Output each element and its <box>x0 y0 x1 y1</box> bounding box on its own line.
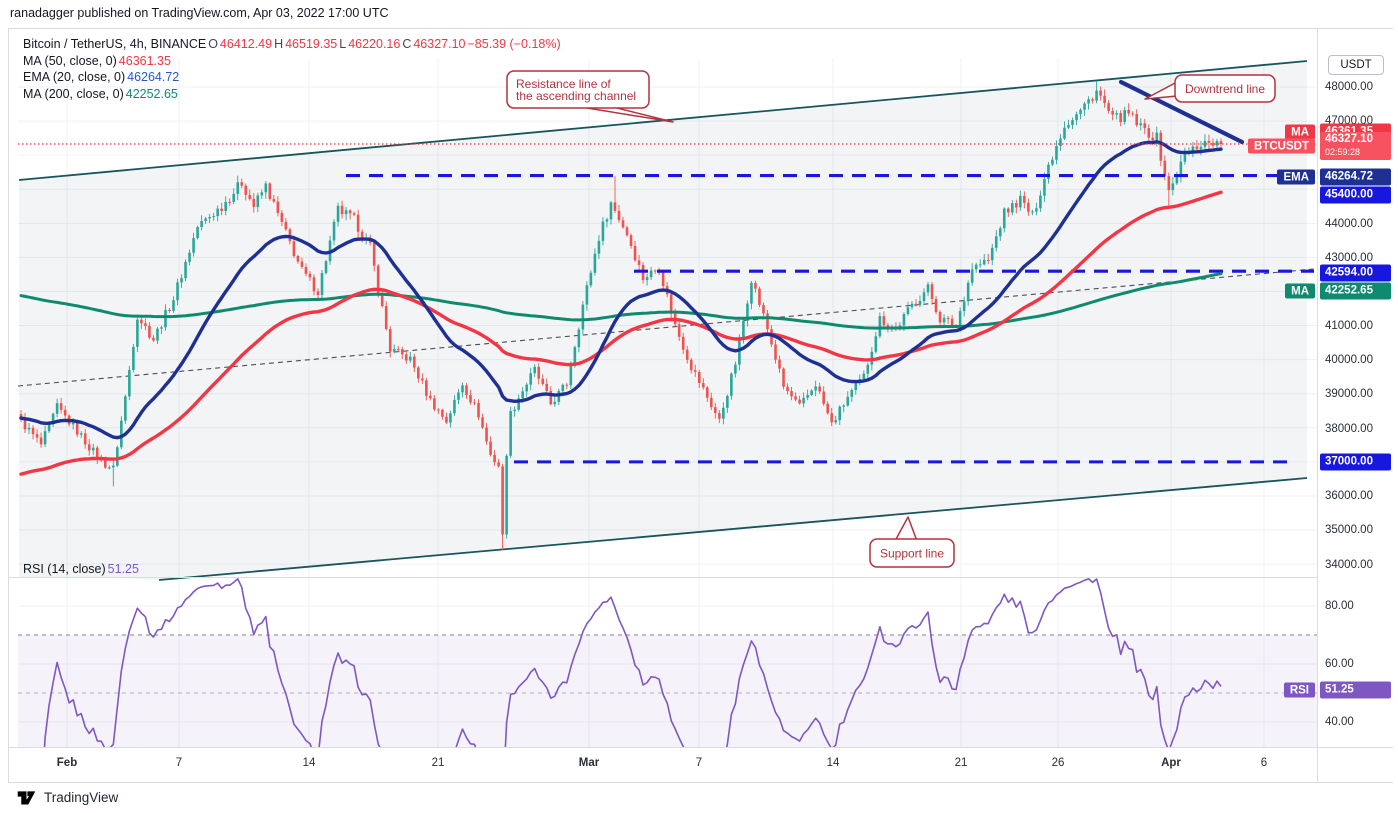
ma50-line <box>19 190 1223 476</box>
rsi-name-chip: RSI <box>1283 682 1315 698</box>
price-tick-48000.00: 48000.00 <box>1325 81 1373 93</box>
support-callout-box <box>869 538 955 568</box>
time-tick-21: 21 <box>954 757 968 769</box>
rsi-band <box>18 635 1317 747</box>
moving-average-lines <box>19 140 1223 476</box>
tradingview-footer: TradingView <box>16 786 118 808</box>
symbol-name-chip: BTCUSDT <box>1248 138 1315 154</box>
time-axis[interactable]: Feb 7 14 21 Mar 7 14 21 26 Apr 6 <box>9 747 1317 782</box>
channel-support-line <box>158 477 1308 581</box>
ema20-value-chip: 46264.72 <box>1320 168 1391 186</box>
time-tick-26: 26 <box>1051 757 1065 769</box>
tradingview-logo-icon[interactable] <box>16 787 37 808</box>
price-tick-40000.00: 40000.00 <box>1325 354 1373 366</box>
downtrend-callout-box <box>1174 74 1276 103</box>
time-tick-6: 6 <box>1260 757 1268 769</box>
ma50-name-chip: MA <box>1285 124 1315 140</box>
rsi-value-chip: 51.25 <box>1320 681 1391 699</box>
price-tick-43000.00: 43000.00 <box>1325 252 1373 264</box>
support-callout-tail <box>894 516 918 542</box>
ma200-value-chip: 42252.65 <box>1320 282 1391 300</box>
ma200-row: MA (200, close, 0) 42252.65 <box>23 86 178 101</box>
time-tick-7: 7 <box>695 757 703 769</box>
level-45400-chip: 45400.00 <box>1320 186 1391 204</box>
downtrend-callout-text: Downtrend line <box>1185 82 1265 96</box>
last-price-chip: 46327.10 02:59:28 <box>1320 132 1391 160</box>
price-tick-60.00: 60.00 <box>1325 658 1354 670</box>
price-axis[interactable]: USDT 48000.00 47000.00 44000.00 43000.00 410… <box>1317 29 1393 747</box>
channel-median-line <box>17 268 1315 387</box>
rsi-pane <box>18 578 1317 747</box>
level-42594-chip: 42594.00 <box>1320 264 1391 282</box>
ma50-row: MA (50, close, 0) 46361.35 <box>23 53 171 68</box>
price-tick-44000.00: 44000.00 <box>1325 218 1373 230</box>
publish-info: ranadagger published on TradingView.com,… <box>10 6 389 20</box>
symbol-ohlc-row: Bitcoin / TetherUS, 4h, BINANCE O 46412.49… <box>23 37 561 51</box>
time-tick-21: 21 <box>431 757 445 769</box>
horizontal-level-lines[interactable] <box>346 174 1314 464</box>
chart-widget: Resistance line of the ascending channel D… <box>8 28 1393 783</box>
resistance-callout-text: Resistance line of <box>516 77 611 91</box>
rsi-row: RSI (14, close) 51.25 <box>23 562 139 576</box>
currency-toggle-usdt[interactable]: USDT <box>1328 55 1384 75</box>
time-tick-mar: Mar <box>578 757 600 769</box>
time-tick-7: 7 <box>175 757 183 769</box>
rsi-legend: RSI (14, close) 51.25 <box>23 561 141 578</box>
resistance-callout-box <box>506 70 650 109</box>
time-axis-corner <box>1317 747 1393 782</box>
price-tick-36000.00: 36000.00 <box>1325 490 1373 502</box>
candlestick-series <box>19 80 1223 550</box>
price-tick-41000.00: 41000.00 <box>1325 320 1373 332</box>
price-tick-39000.00: 39000.00 <box>1325 388 1373 400</box>
time-tick-14: 14 <box>302 757 316 769</box>
ema20-line <box>19 140 1223 440</box>
time-tick-feb: Feb <box>56 757 78 769</box>
price-tick-34000.00: 34000.00 <box>1325 559 1373 571</box>
downtrend-trendline[interactable] <box>1118 79 1245 145</box>
price-tick-80.00: 80.00 <box>1325 600 1354 612</box>
time-tick-14: 14 <box>826 757 840 769</box>
tradingview-logo-text[interactable]: TradingView <box>44 789 119 805</box>
ema20-name-chip: EMA <box>1277 169 1315 185</box>
main-legend: Bitcoin / TetherUS, 4h, BINANCE O 46412.49… <box>23 36 563 102</box>
support-callout[interactable]: Support line <box>869 516 955 568</box>
time-tick-apr: Apr <box>1161 757 1181 769</box>
level-37000-chip: 37000.00 <box>1320 453 1391 471</box>
ma200-name-chip: MA <box>1285 283 1315 299</box>
downtrend-callout[interactable]: Downtrend line <box>1144 74 1276 103</box>
price-tick-35000.00: 35000.00 <box>1325 524 1373 536</box>
price-tick-38000.00: 38000.00 <box>1325 423 1373 435</box>
resistance-callout-text: the ascending channel <box>516 89 636 103</box>
ema20-row: EMA (20, close, 0) 46264.72 <box>23 70 180 84</box>
price-tick-40.00: 40.00 <box>1325 716 1354 728</box>
support-callout-text: Support line <box>880 547 944 561</box>
rsi-line <box>43 578 1222 747</box>
